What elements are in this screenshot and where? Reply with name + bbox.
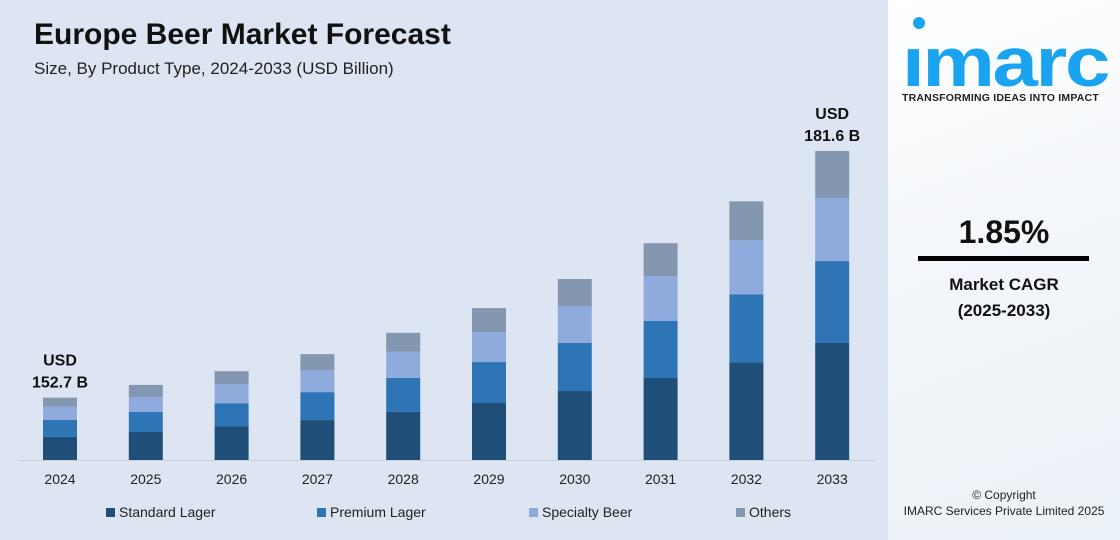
legend-swatch <box>529 507 538 517</box>
legend-swatch <box>736 507 745 517</box>
bar-segment-specialty-beer-2030 <box>557 306 592 344</box>
legend-label: Specialty Beer <box>542 504 633 520</box>
bar-segment-premium-lager-2029 <box>472 362 506 404</box>
x-tick-label: 2024 <box>44 471 75 487</box>
bar-segment-specialty-beer-2028 <box>386 351 421 378</box>
cagr-label: Market CAGR (2025-2033) <box>888 272 1120 324</box>
cagr-value: 1.85% <box>958 214 1050 250</box>
bar-segment-specialty-beer-2025 <box>128 396 163 412</box>
bar-segment-premium-lager-2028 <box>386 377 421 412</box>
legend-item: Others <box>736 504 791 520</box>
bar-segment-premium-lager-2025 <box>128 411 163 432</box>
data-label-unit: USD <box>815 106 849 123</box>
bar-segment-premium-lager-2031 <box>643 321 678 378</box>
x-tick-label: 2032 <box>731 471 762 487</box>
bar-segment-standard-lager-2030 <box>557 391 592 460</box>
x-tick-label: 2030 <box>559 471 590 487</box>
bar-segment-others-2025 <box>128 384 163 397</box>
bar-segment-others-2030 <box>557 279 592 307</box>
svg-text:ımarc: ımarc <box>902 23 1108 90</box>
bar-segment-specialty-beer-2033 <box>815 198 850 262</box>
legend-label: Premium Lager <box>330 504 426 520</box>
bar-segment-standard-lager-2027 <box>300 420 335 460</box>
bar-segment-specialty-beer-2031 <box>643 276 678 322</box>
bar-chart: 2024 USD 152.7 B 2025 2026 2027 2028 2029 2030 20… <box>18 106 876 487</box>
data-label-value: 181.6 B <box>804 128 860 145</box>
bar-segment-premium-lager-2032 <box>729 294 764 363</box>
bar-segment-standard-lager-2025 <box>128 431 163 460</box>
bar-segment-standard-lager-2032 <box>729 362 764 460</box>
bar-segment-specialty-beer-2029 <box>472 332 506 363</box>
bar-segment-standard-lager-2029 <box>472 403 506 460</box>
legend-item: Premium Lager <box>317 504 426 520</box>
x-tick-label: 2031 <box>645 471 676 487</box>
copyright: © Copyright IMARC Services Private Limit… <box>888 487 1120 519</box>
bar-segment-others-2028 <box>386 332 421 352</box>
x-tick-label: 2025 <box>130 471 161 487</box>
bar-segment-standard-lager-2031 <box>643 377 678 460</box>
legend-swatch <box>317 507 326 517</box>
bar-segment-premium-lager-2030 <box>557 343 592 392</box>
chart-subtitle: Size, By Product Type, 2024-2033 (USD Bi… <box>34 59 394 78</box>
bar-segment-others-2024 <box>43 397 77 407</box>
bar-segment-specialty-beer-2024 <box>43 406 77 420</box>
bar-segment-premium-lager-2024 <box>43 419 77 437</box>
bar-segment-premium-lager-2026 <box>214 403 249 427</box>
legend-label: Others <box>749 504 792 520</box>
bar-segment-others-2033 <box>815 151 850 199</box>
imarc-logo: ımarc <box>902 17 1110 90</box>
cagr-period: (2025-2033) <box>957 301 1051 320</box>
bar-segment-premium-lager-2027 <box>300 392 335 421</box>
bar-segment-others-2029 <box>472 308 506 333</box>
x-tick-label: 2028 <box>388 471 419 487</box>
bar-segment-specialty-beer-2026 <box>214 384 249 404</box>
side-panel: ımarc TRANSFORMING IDEAS INTO IMPACT 1.8… <box>888 0 1120 540</box>
divider <box>918 256 1089 261</box>
bar-segment-standard-lager-2026 <box>214 426 249 460</box>
bar-segment-specialty-beer-2032 <box>729 240 764 295</box>
bar-segment-others-2027 <box>300 354 335 371</box>
x-tick-label: 2026 <box>216 471 247 487</box>
bar-segment-standard-lager-2028 <box>386 411 421 460</box>
data-label-value: 152.7 B <box>32 375 88 392</box>
legend-item: Standard Lager <box>106 504 216 520</box>
bar-segment-others-2032 <box>729 201 764 241</box>
chart-panel: Europe Beer Market Forecast Size, By Pro… <box>0 0 888 540</box>
cagr-label-text: Market CAGR <box>949 275 1059 294</box>
legend-swatch <box>106 507 115 517</box>
x-tick-label: 2029 <box>473 471 504 487</box>
bar-segment-others-2026 <box>214 371 249 385</box>
bar-segment-standard-lager-2033 <box>815 342 850 460</box>
chart-title: Europe Beer Market Forecast <box>34 18 451 51</box>
x-tick-label: 2027 <box>302 471 333 487</box>
bar-segment-standard-lager-2024 <box>43 436 77 460</box>
company-name: IMARC Services Private Limited 2025 <box>903 504 1105 518</box>
bar-segment-premium-lager-2033 <box>815 261 850 343</box>
data-label-unit: USD <box>43 353 77 370</box>
legend-label: Standard Lager <box>119 504 216 520</box>
legend-item: Specialty Beer <box>529 504 632 520</box>
bar-segment-others-2031 <box>643 243 678 277</box>
bar-segment-specialty-beer-2027 <box>300 370 335 393</box>
copyright-text: © Copyright <box>972 488 1036 502</box>
x-tick-label: 2033 <box>817 471 848 487</box>
tagline: TRANSFORMING IDEAS INTO IMPACT <box>902 92 1099 104</box>
